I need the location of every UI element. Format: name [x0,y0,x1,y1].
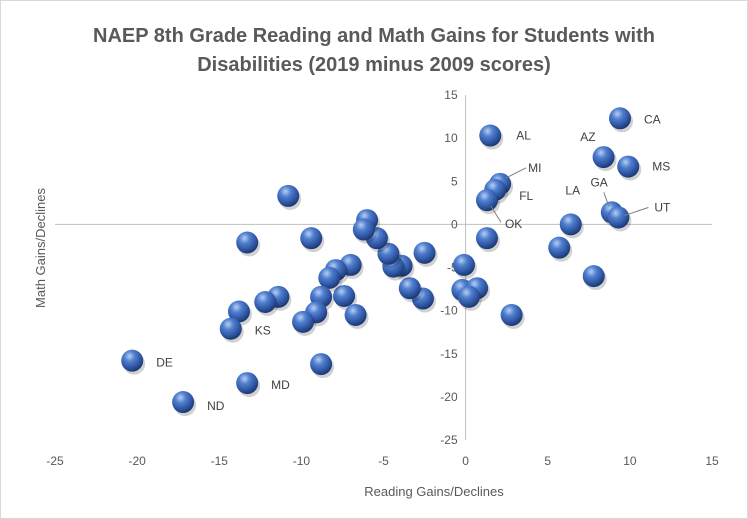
data-point [333,284,356,307]
y-tick-label: 0 [451,217,458,231]
data-point [121,349,144,372]
data-point [300,227,323,250]
data-point [254,291,277,313]
data-point [236,231,259,254]
y-tick-label: 15 [444,88,458,102]
data-point [219,317,242,340]
data-point [236,372,259,395]
data-point [607,206,630,229]
data-point [398,277,421,300]
data-point [457,285,480,308]
x-tick-label: 10 [623,454,637,468]
x-tick-label: -25 [46,454,64,468]
data-point [352,218,375,241]
data-point [582,265,605,288]
y-axis-label: Math Gains/Declines [33,188,48,308]
data-point [318,266,341,289]
data-label-mi: MI [528,161,541,175]
data-point [172,391,195,414]
y-tick-label: -15 [440,347,458,361]
x-tick-label: -20 [128,454,146,468]
data-label-de: DE [156,356,173,370]
data-point [559,213,582,236]
chart-title: NAEP 8th Grade Reading and Math Gains fo… [0,22,748,80]
data-label-fl: FL [519,189,533,203]
data-point [475,227,498,250]
data-point [479,124,502,147]
label-leader-line [624,207,649,216]
x-tick-label: 5 [544,454,551,468]
chart-title-line1: NAEP 8th Grade Reading and Math Gains fo… [93,25,655,47]
x-tick-label: -10 [293,454,311,468]
x-tick-label: -15 [211,454,229,468]
label-leader-line [490,205,502,223]
chart-title-line2: Disabilities (2019 minus 2009 scores) [197,54,551,76]
data-label-ms: MS [652,160,670,174]
data-point [377,242,400,265]
data-label-la: LA [565,183,580,197]
data-label-nd: ND [207,399,225,413]
y-tick-label: 5 [451,174,458,188]
y-tick-label: -5 [447,261,458,275]
label-leader-line [505,167,527,179]
label-leader-line [603,192,610,207]
y-tick-label: -20 [440,390,458,404]
data-point [475,189,498,212]
x-tick-label: 0 [462,454,469,468]
data-point [500,303,523,326]
data-label-ca: CA [644,112,661,126]
data-point [413,241,436,264]
data-point [452,253,475,276]
data-label-ok: OK [505,217,522,231]
data-label-md: MD [271,378,290,392]
x-axis-label: Reading Gains/Declines [364,484,504,499]
data-point [277,184,300,207]
data-label-ut: UT [654,200,671,214]
data-point [609,107,632,130]
data-label-ga: GA [590,175,607,189]
data-point [310,353,333,376]
y-tick-label: -25 [440,433,458,447]
x-tick-label: 15 [705,454,719,468]
x-tick-label: -5 [378,454,389,468]
data-point [292,310,315,333]
data-point [227,300,250,323]
data-label-al: AL [516,129,531,143]
data-point [592,146,615,169]
data-label-ks: KS [255,324,271,338]
y-tick-label: -10 [440,304,458,318]
data-point [344,303,367,326]
data-point [617,155,640,178]
data-label-az: AZ [580,130,595,144]
data-point [548,236,571,259]
y-tick-label: 10 [444,131,458,145]
